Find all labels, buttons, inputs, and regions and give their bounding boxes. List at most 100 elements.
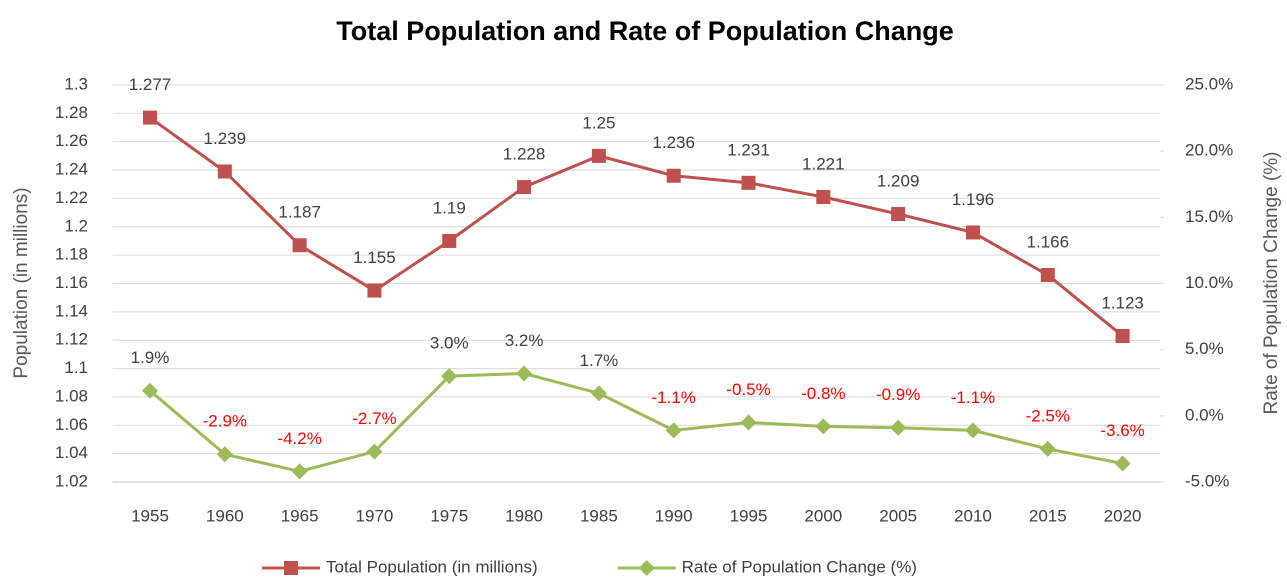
y-tick-label: 1.2 bbox=[64, 216, 88, 235]
x-tick-label: 2015 bbox=[1029, 506, 1067, 525]
data-label: 3.2% bbox=[505, 331, 544, 350]
x-tick-label: 1960 bbox=[206, 506, 244, 525]
point-marker bbox=[143, 110, 158, 125]
data-label: -4.2% bbox=[277, 429, 321, 448]
point-marker bbox=[292, 238, 307, 253]
data-label: 1.236 bbox=[652, 133, 695, 152]
y-tick-label: 1.26 bbox=[55, 131, 88, 150]
point-marker bbox=[516, 365, 533, 382]
legend-label: Total Population (in millions) bbox=[326, 557, 538, 576]
point-marker bbox=[366, 443, 383, 460]
data-label: -2.5% bbox=[1026, 406, 1070, 425]
y-tick-label: 1.24 bbox=[55, 160, 88, 179]
point-marker bbox=[1040, 267, 1055, 282]
point-marker bbox=[1114, 455, 1131, 472]
x-tick-label: 1970 bbox=[356, 506, 394, 525]
y2-axis-title: Rate of Population Change (%) bbox=[1261, 152, 1282, 415]
data-label: -0.8% bbox=[801, 384, 845, 403]
x-tick-label: 1975 bbox=[430, 506, 468, 525]
point-marker bbox=[815, 418, 832, 435]
data-label: 1.277 bbox=[129, 75, 172, 94]
y-tick-label: 1.3 bbox=[64, 74, 88, 93]
x-tick-label: 1990 bbox=[655, 506, 693, 525]
y-tick-label: 1.22 bbox=[55, 188, 88, 207]
x-tick-label: 2010 bbox=[954, 506, 992, 525]
data-label: 1.196 bbox=[952, 190, 995, 209]
x-tick-label: 1985 bbox=[580, 506, 618, 525]
data-label: 1.166 bbox=[1027, 232, 1070, 251]
point-marker bbox=[740, 414, 757, 431]
legend-label: Rate of Population Change (%) bbox=[682, 557, 917, 576]
data-label: 1.25 bbox=[582, 113, 615, 132]
x-tick-label: 2005 bbox=[879, 506, 917, 525]
point-marker bbox=[964, 422, 981, 439]
y-tick-label: 1.14 bbox=[55, 301, 88, 320]
point-marker bbox=[965, 225, 980, 240]
data-label: -0.5% bbox=[726, 380, 770, 399]
data-label: -3.6% bbox=[1100, 421, 1144, 440]
series-line bbox=[149, 116, 1124, 338]
data-label: 1.19 bbox=[433, 198, 466, 217]
data-label: 1.221 bbox=[802, 154, 845, 173]
data-label: 3.0% bbox=[430, 334, 469, 353]
point-marker bbox=[1115, 328, 1130, 343]
y2-tick-label: 25.0% bbox=[1185, 74, 1233, 93]
y-tick-label: 1.08 bbox=[55, 386, 88, 405]
data-label: 1.231 bbox=[727, 140, 770, 159]
point-marker bbox=[741, 175, 756, 190]
y2-tick-label: 5.0% bbox=[1185, 339, 1224, 358]
x-tick-label: 1965 bbox=[281, 506, 319, 525]
data-label: -1.1% bbox=[951, 388, 995, 407]
point-marker bbox=[890, 419, 907, 436]
data-label: 1.155 bbox=[353, 248, 396, 267]
point-marker bbox=[591, 148, 606, 163]
point-marker bbox=[217, 164, 232, 179]
y-axis-title: Population (in millions) bbox=[11, 187, 32, 378]
chart-title: Total Population and Rate of Population … bbox=[336, 16, 953, 46]
data-label: 1.187 bbox=[278, 203, 321, 222]
point-marker bbox=[441, 368, 458, 385]
y-tick-label: 1.1 bbox=[64, 358, 88, 377]
point-marker bbox=[665, 422, 682, 439]
y2-tick-label: 15.0% bbox=[1185, 207, 1233, 226]
y-tick-label: 1.06 bbox=[55, 415, 88, 434]
legend-marker bbox=[284, 561, 298, 575]
y-tick-label: 1.02 bbox=[55, 471, 88, 490]
data-label: 1.9% bbox=[131, 348, 170, 367]
y2-tick-label: 20.0% bbox=[1185, 141, 1233, 160]
series-line bbox=[149, 371, 1123, 473]
point-marker bbox=[216, 446, 233, 463]
point-marker bbox=[816, 190, 831, 205]
data-label: -2.7% bbox=[352, 409, 396, 428]
point-marker bbox=[1039, 440, 1056, 457]
data-label: 1.209 bbox=[877, 172, 920, 191]
point-marker bbox=[442, 233, 457, 248]
data-label: -1.1% bbox=[651, 388, 695, 407]
point-marker bbox=[590, 385, 607, 402]
y2-tick-label: 0.0% bbox=[1185, 405, 1224, 424]
data-label: 1.239 bbox=[204, 129, 247, 148]
x-tick-label: 2020 bbox=[1104, 506, 1142, 525]
legend-marker bbox=[638, 560, 655, 576]
point-marker bbox=[142, 382, 159, 399]
point-marker bbox=[291, 463, 308, 480]
point-marker bbox=[517, 180, 532, 195]
y2-tick-label: 10.0% bbox=[1185, 273, 1233, 292]
y-tick-label: 1.12 bbox=[55, 330, 88, 349]
data-label: 1.7% bbox=[580, 351, 619, 370]
x-tick-label: 1995 bbox=[730, 506, 768, 525]
point-marker bbox=[891, 207, 906, 222]
data-label: -2.9% bbox=[203, 412, 247, 431]
y-tick-label: 1.04 bbox=[55, 443, 88, 462]
point-marker bbox=[367, 283, 382, 298]
y-tick-label: 1.16 bbox=[55, 273, 88, 292]
y-tick-label: 1.28 bbox=[55, 103, 88, 122]
x-tick-label: 1955 bbox=[131, 506, 169, 525]
data-label: 1.228 bbox=[503, 145, 546, 164]
x-tick-label: 1980 bbox=[505, 506, 543, 525]
x-tick-label: 2000 bbox=[804, 506, 842, 525]
point-marker bbox=[666, 168, 681, 183]
y2-tick-label: -5.0% bbox=[1185, 471, 1229, 490]
data-label: -0.9% bbox=[876, 385, 920, 404]
